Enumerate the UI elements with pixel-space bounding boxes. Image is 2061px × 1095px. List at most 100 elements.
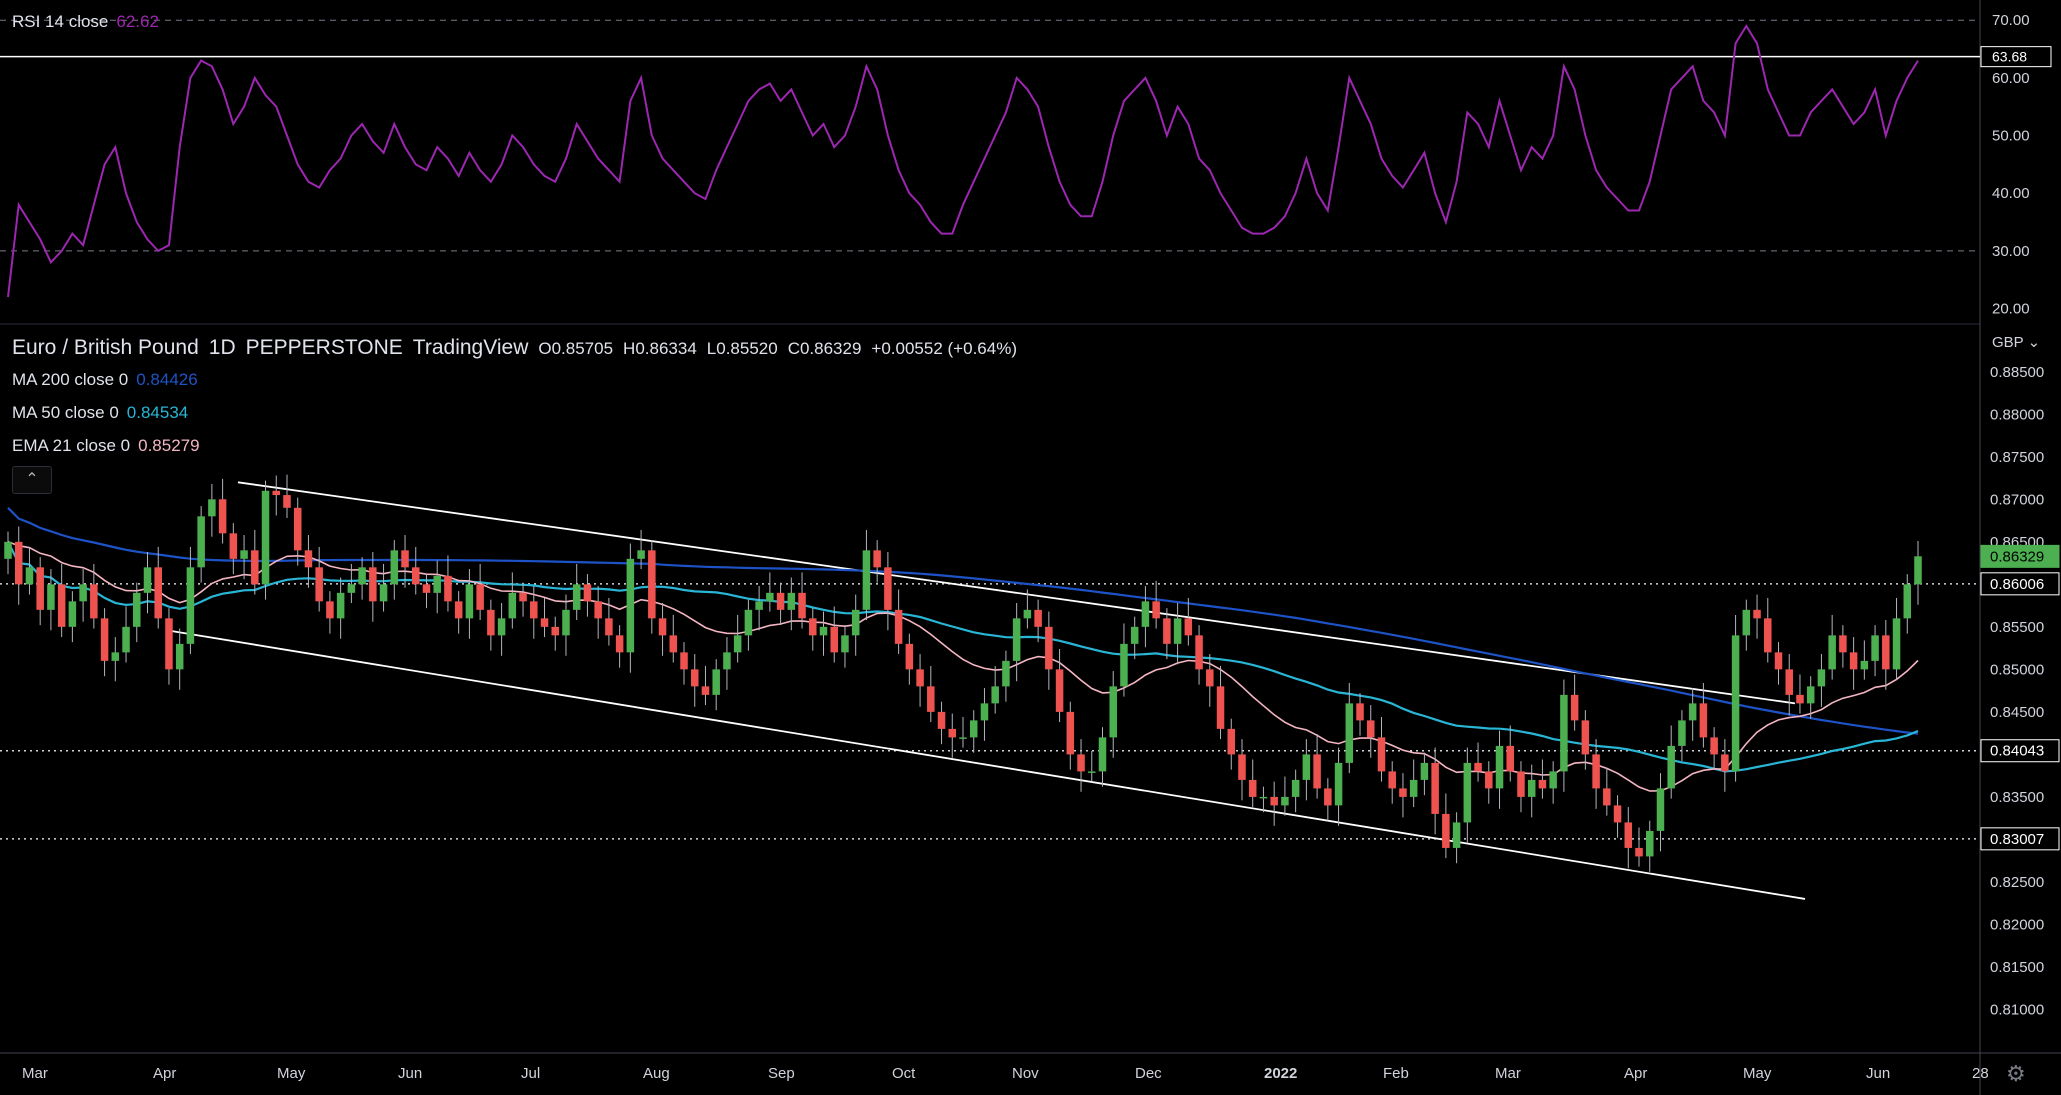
price-axis-label: 0.81500 (1990, 959, 2044, 976)
indicator-ma50[interactable]: MA 50 close 0 0.84534 (12, 403, 188, 423)
candle-body (240, 550, 248, 559)
candle-body (1624, 822, 1633, 848)
candle-body (1216, 686, 1225, 729)
candle-body (980, 703, 989, 721)
candle-body (1077, 754, 1085, 772)
candle-body (261, 490, 270, 585)
candle-body (1506, 745, 1515, 772)
collapse-legend-button[interactable]: ⌃ (12, 466, 52, 494)
candle-body (444, 575, 452, 602)
level-marker-label: 0.83007 (1990, 831, 2044, 848)
price-axis-label: 0.81000 (1990, 1001, 2044, 1018)
candle-body (79, 584, 87, 602)
candle-body (572, 584, 581, 610)
candle-body (1109, 686, 1117, 738)
candle-body (1002, 660, 1010, 687)
candle-body (1163, 618, 1171, 644)
indicator-value: 0.84534 (126, 403, 189, 422)
candle-body (251, 550, 259, 585)
candle-body (1828, 635, 1836, 670)
candle-body (594, 601, 602, 619)
candle-body (1227, 728, 1236, 755)
price-axis-label: 0.87000 (1990, 491, 2044, 508)
indicator-ema21[interactable]: EMA 21 close 0 0.85279 (12, 436, 200, 456)
candle-body (57, 584, 66, 627)
last-price-label: 0.86329 (1990, 548, 2044, 565)
time-axis-label: May (277, 1065, 306, 1082)
settings-gear-icon[interactable]: ⚙ (2006, 1061, 2026, 1086)
candle-body (894, 609, 903, 644)
candle-body (648, 550, 656, 619)
candle-body (197, 516, 205, 568)
candle-body (1206, 669, 1214, 687)
candle-body (1914, 556, 1922, 585)
candle-body (1302, 754, 1311, 780)
candle-body (776, 592, 785, 610)
currency-selector[interactable]: GBP ⌄ (1992, 333, 2040, 351)
indicator-value: 0.85279 (138, 436, 200, 455)
candle-body (1281, 796, 1289, 806)
candle-body (1721, 754, 1729, 772)
trend-channel (171, 481, 1806, 900)
candle-body (819, 626, 828, 636)
candle-body (626, 558, 635, 653)
candle-body (1764, 618, 1772, 653)
candle-body (433, 575, 441, 593)
candle-body (111, 652, 120, 661)
candle-body (1452, 822, 1461, 848)
interval[interactable]: 1D (208, 336, 236, 359)
candle-body (1581, 720, 1590, 755)
axes: 70.00 60.00 50.00 40.00 30.00 20.00 63.68 0.885… (22, 12, 2060, 1082)
time-axis-label: Jun (1866, 1065, 1890, 1082)
candle-body (605, 618, 613, 636)
candle-body (1291, 779, 1300, 797)
ohlc-open: O0.85705 (538, 339, 614, 358)
candle-body (787, 592, 796, 610)
candle-body (851, 609, 860, 636)
candle-body (1495, 745, 1504, 789)
rsi-axis-label: 40.00 (1992, 185, 2030, 202)
candle-body (487, 609, 495, 636)
ohlc-change: +0.00552 (+0.64%) (871, 339, 1017, 358)
candle-body (1731, 635, 1740, 772)
candle-body (1120, 643, 1128, 687)
candle-body (530, 601, 538, 619)
candle-body (154, 567, 162, 619)
channel-upper-line (237, 481, 1796, 705)
candle-body (47, 584, 55, 610)
time-axis-label: Jun (398, 1065, 422, 1082)
candle-body (1409, 779, 1418, 797)
candle-body (68, 601, 77, 627)
candle-body (272, 490, 281, 496)
candle-body (175, 643, 184, 670)
indicator-label: MA 200 close 0 (12, 370, 129, 389)
price-axis-label: 0.88500 (1990, 364, 2044, 381)
candle-body (133, 592, 141, 627)
last-price-box (1980, 544, 2060, 568)
candle-body (1130, 626, 1139, 644)
rsi-axis-label: 30.00 (1992, 243, 2030, 260)
candle-body (465, 584, 474, 619)
rsi-marker-box (1980, 46, 2052, 68)
symbol-name[interactable]: Euro / British Pound (12, 336, 199, 359)
candle-body (766, 592, 774, 602)
candle-body (862, 550, 871, 610)
candle-body (315, 567, 323, 602)
candle-body (1560, 694, 1568, 772)
candle-body (1903, 584, 1912, 619)
candle-body (916, 669, 924, 687)
price-axis-label: 0.83500 (1990, 789, 2044, 806)
candle-body (658, 618, 667, 636)
ohlc-close: C0.86329 (787, 339, 862, 358)
indicator-ma200[interactable]: MA 200 close 0 0.84426 (12, 370, 198, 390)
candle-body (4, 541, 12, 559)
candle-body (969, 720, 978, 738)
time-axis-label: May (1743, 1065, 1772, 1082)
candle-body (1892, 618, 1901, 670)
candle-body (1463, 762, 1472, 823)
candle-body (1012, 618, 1021, 661)
candle-body (1270, 796, 1278, 806)
candle-body (1882, 635, 1890, 670)
candle-body (1753, 609, 1761, 619)
